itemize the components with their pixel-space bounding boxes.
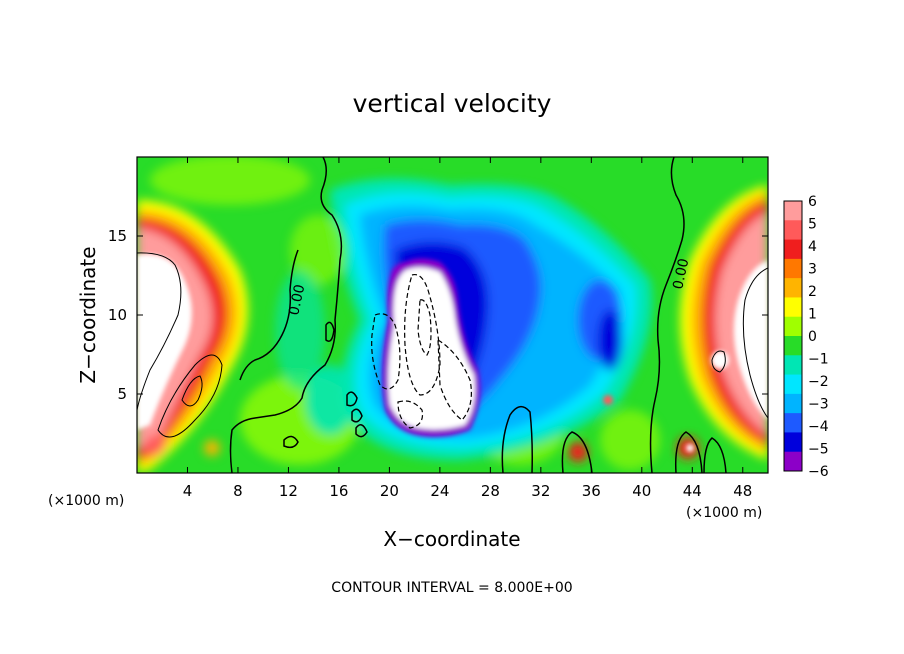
x-tick-label-0: 4	[183, 482, 193, 500]
y-axis-ticks: 5 10 15	[108, 227, 768, 403]
colorbar-segment-1	[784, 220, 802, 241]
colorbar-label-5: 1	[808, 307, 817, 323]
negative-contour-5	[397, 400, 424, 429]
colorbar-segment-7	[784, 336, 802, 356]
zero-contour-ring-4	[325, 321, 335, 342]
contour-label-left: 0.00	[286, 283, 308, 317]
colorbar-label-10: −4	[808, 419, 829, 435]
velocity-field	[137, 157, 768, 473]
positive-contour-left-8	[157, 354, 223, 438]
chart-title: vertical velocity	[353, 89, 552, 118]
zero-contour-ring-5	[283, 435, 299, 449]
colorbar-segment-3	[784, 258, 802, 279]
zero-contour-right	[649, 157, 685, 473]
colorbar-label-6: 0	[808, 329, 817, 345]
colorbar-label-0: 6	[808, 194, 817, 210]
colorbar-segment-6	[784, 316, 802, 337]
contour-lines	[137, 157, 768, 473]
colorbar-segment-11	[784, 413, 802, 433]
x-tick-label-11: 48	[733, 482, 752, 500]
colorbar-label-8: −2	[808, 374, 829, 390]
y-tick-label-1: 10	[108, 306, 127, 324]
positive-contour-left	[137, 252, 182, 411]
x-axis-label: X−coordinate	[383, 527, 520, 551]
colorbar-label-9: −3	[808, 397, 829, 413]
x-tick-label-6: 28	[481, 482, 500, 500]
x-tick-label-2: 12	[279, 482, 298, 500]
zero-contour-small-1	[501, 406, 533, 473]
colorbar-label-7: −1	[808, 352, 829, 368]
colorbar-segment-8	[784, 355, 802, 376]
y-tick-label-2: 15	[108, 227, 127, 245]
x-tick-label-3: 16	[329, 482, 348, 500]
positive-contour-left-16	[181, 375, 203, 407]
contour-label-right: 0.00	[670, 257, 692, 291]
negative-contour-2	[404, 273, 441, 396]
colorbar-segment-0	[784, 201, 802, 221]
zero-contour-left-inner	[239, 249, 299, 381]
negative-contour-3	[417, 299, 432, 356]
colorbar-label-4: 2	[808, 284, 817, 300]
positive-contour-right	[742, 267, 768, 419]
zero-contour-ring-1	[346, 391, 358, 407]
colorbar	[783, 200, 803, 472]
x-unit-right: (×1000 m)	[686, 505, 762, 521]
colorbar-segment-9	[784, 374, 802, 395]
colorbar-label-2: 4	[808, 239, 817, 255]
x-tick-label-10: 44	[683, 482, 702, 500]
zero-contour-ring-2	[351, 408, 363, 423]
colorbar-segment-10	[784, 393, 802, 414]
x-unit-left: (×1000 m)	[48, 493, 124, 509]
x-tick-label-1: 8	[233, 482, 243, 500]
colorbar-label-12: −6	[808, 464, 829, 480]
zero-contour-left	[229, 157, 343, 473]
colorbar-frame	[783, 200, 803, 472]
colorbar-segment-2	[784, 239, 802, 260]
colorbar-labels: 6 5 4 3 2 1 0 −1 −2 −3 −4 −5 −6	[808, 194, 829, 480]
colorbar-segment-5	[784, 297, 802, 318]
zero-contour-ring-3	[355, 424, 368, 438]
x-tick-label-5: 24	[430, 482, 449, 500]
x-tick-label-7: 32	[531, 482, 550, 500]
y-tick-label-0: 5	[117, 385, 127, 403]
x-tick-label-4: 20	[380, 482, 399, 500]
x-tick-label-9: 40	[632, 482, 651, 500]
colorbar-segment-4	[784, 278, 802, 298]
x-tick-label-8: 36	[582, 482, 601, 500]
colorbar-label-1: 5	[808, 217, 817, 233]
colorbar-label-3: 3	[808, 262, 817, 278]
y-axis-label: Z−coordinate	[76, 246, 100, 383]
x-axis-ticks: 4 8 12 16 20 24 28 32 36 40 44 48	[183, 157, 752, 500]
colorbar-segment-12	[784, 432, 802, 453]
zero-contour-small-3	[674, 431, 703, 473]
positive-contour-right-8	[711, 350, 726, 373]
zero-contour-small-2	[561, 431, 593, 473]
colorbar-label-11: −5	[808, 442, 829, 458]
colorbar-segment-13	[784, 451, 802, 472]
zero-contour-small-4	[703, 437, 727, 473]
contour-interval-note: CONTOUR INTERVAL = 8.000E+00	[331, 580, 572, 596]
negative-contour-1	[371, 313, 401, 390]
negative-contour-4	[437, 338, 472, 421]
